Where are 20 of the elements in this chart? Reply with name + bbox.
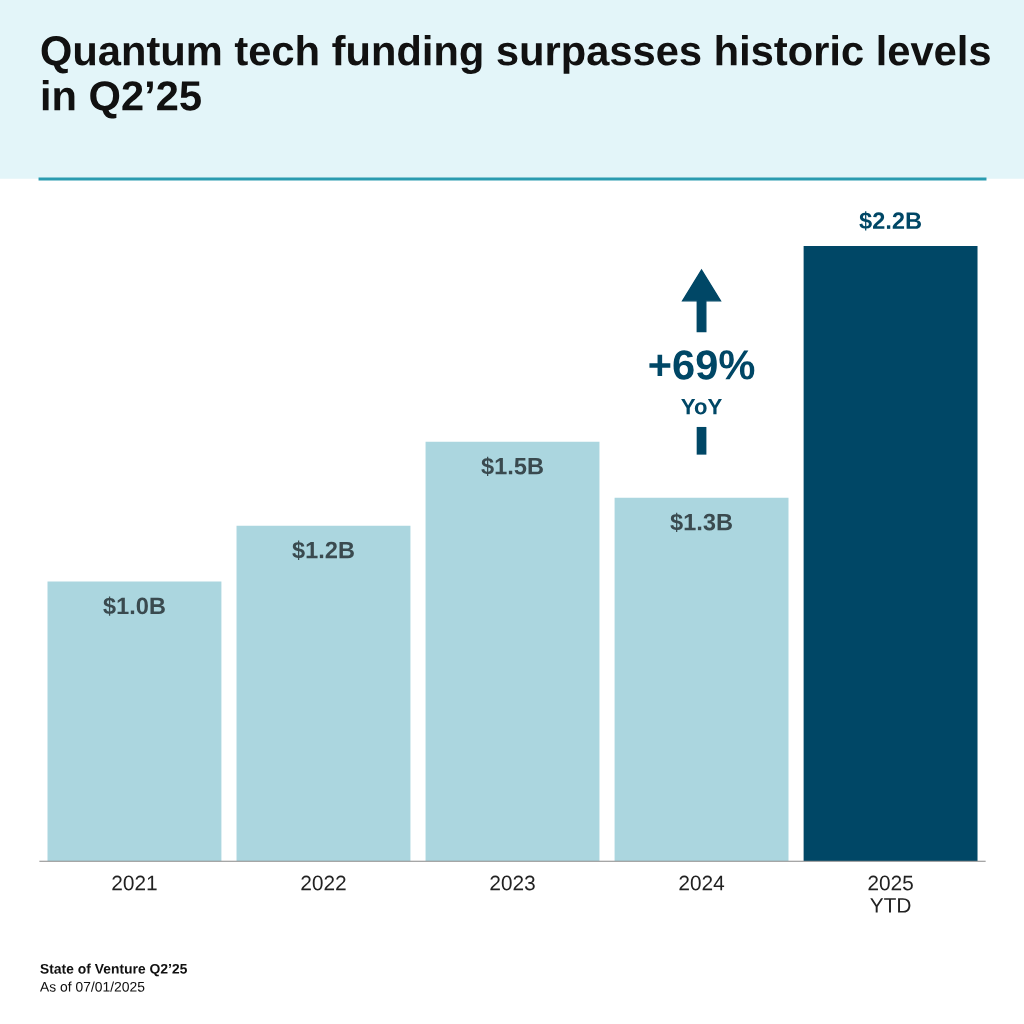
data-label: $1.3B	[670, 512, 732, 532]
chart-title: Quantum tech funding surpasses historic levels in Q2’25	[41, 35, 990, 119]
data-label: $1.2B	[292, 540, 354, 560]
x-tick-label: 2023	[490, 875, 535, 891]
annotation: +69%	[649, 350, 755, 380]
text: As of 07/01/2025	[39, 981, 145, 992]
bar	[236, 525, 411, 862]
bar	[803, 246, 978, 862]
data-label: $1.5B	[481, 456, 543, 477]
text: State of Venture Q2’25	[40, 963, 187, 977]
annotation: YoY	[681, 398, 722, 415]
x-tick-label: 2025 YTD	[868, 875, 913, 913]
bar	[614, 497, 789, 862]
x-tick-label: 2022	[301, 875, 346, 891]
bar	[425, 441, 600, 862]
x-tick-label: 2024	[679, 875, 725, 891]
data-label: $2.2B	[859, 211, 921, 231]
bar	[47, 581, 222, 862]
data-label: $1.0B	[103, 596, 165, 616]
x-tick-label: 2021	[112, 875, 157, 891]
